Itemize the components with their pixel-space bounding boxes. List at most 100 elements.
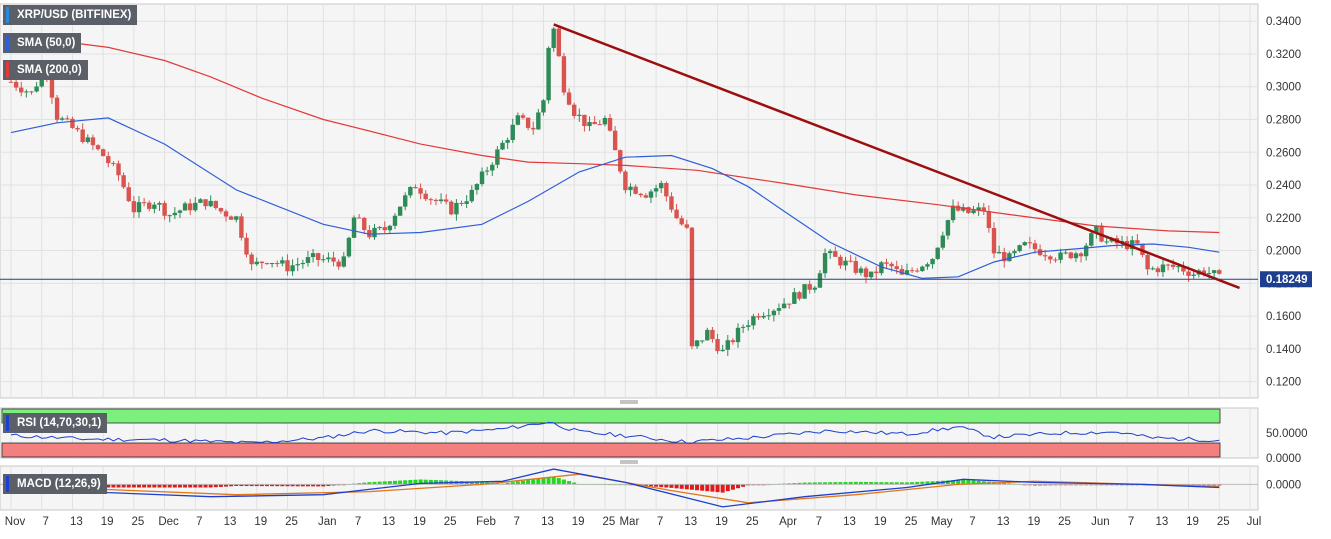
- macd-histogram-bar: [387, 481, 392, 485]
- candle-body: [797, 292, 802, 299]
- macd-histogram-bar: [945, 480, 950, 485]
- candle-body: [413, 186, 418, 189]
- candle: [100, 148, 106, 157]
- x-tick-label: 19: [254, 516, 267, 528]
- candle-body: [75, 127, 80, 130]
- x-tick-label: Apr: [779, 516, 797, 528]
- macd-histogram-bar: [264, 484, 269, 487]
- candle: [628, 183, 633, 197]
- candle: [147, 200, 152, 212]
- x-tick-label: 19: [413, 516, 426, 528]
- candle-body: [735, 327, 741, 343]
- candle: [305, 251, 311, 267]
- candle: [915, 268, 920, 273]
- macd-histogram-bar: [643, 484, 648, 486]
- candle-body: [280, 260, 285, 264]
- candle-body: [689, 227, 695, 347]
- candle-body: [966, 207, 971, 214]
- y-tick-label: 0.2000: [1266, 246, 1301, 258]
- candle-body: [387, 225, 393, 231]
- candle-body: [403, 195, 408, 207]
- candle-body: [674, 209, 679, 219]
- candle: [187, 198, 193, 215]
- macd-histogram-bar: [147, 484, 152, 488]
- candle: [500, 140, 505, 151]
- candle-body: [254, 261, 259, 265]
- x-tick-label: 25: [1217, 516, 1230, 528]
- candle-body: [1022, 242, 1027, 246]
- candle-body: [705, 329, 710, 341]
- rsi-tick-label: 0.0000: [1266, 453, 1301, 465]
- candle-body: [213, 200, 218, 209]
- macd-histogram-bar: [971, 480, 976, 485]
- candle: [310, 248, 316, 263]
- candle-body: [510, 124, 515, 140]
- macd-histogram-bar: [925, 481, 930, 485]
- macd-histogram-bar: [874, 482, 879, 485]
- sma50-label[interactable]: SMA (50,0): [3, 33, 82, 53]
- macd-histogram-bar: [884, 482, 889, 485]
- candle-body: [1145, 255, 1150, 270]
- candle-body: [525, 117, 531, 128]
- x-tick-label: 7: [1128, 516, 1134, 528]
- candle: [464, 195, 469, 209]
- x-tick-label: 13: [997, 516, 1010, 528]
- candle-body: [976, 207, 981, 211]
- candle-body: [377, 227, 382, 229]
- x-tick-label: 19: [1027, 516, 1040, 528]
- candles-layer: [8, 25, 1222, 356]
- candle: [264, 262, 270, 265]
- candle-body: [1171, 264, 1176, 267]
- macd-histogram-bar: [956, 480, 961, 485]
- candle-body: [218, 208, 224, 212]
- candle: [346, 236, 352, 258]
- candle: [669, 192, 674, 213]
- candle: [382, 221, 387, 234]
- macd-histogram-bar: [833, 482, 838, 485]
- candle: [566, 88, 572, 106]
- macd-histogram-bar: [413, 479, 418, 485]
- candle: [341, 252, 346, 268]
- candle: [853, 256, 858, 275]
- instrument-label[interactable]: XRP/USD (BITFINEX): [3, 5, 138, 25]
- candle-body: [889, 263, 894, 267]
- candle-body: [167, 215, 172, 217]
- candle-body: [807, 284, 812, 290]
- candle-body: [546, 47, 551, 101]
- candle-body: [874, 271, 879, 274]
- candle: [59, 116, 65, 121]
- macd-label[interactable]: MACD (12,26,9): [3, 474, 107, 494]
- candle-body: [428, 199, 434, 201]
- candle: [1089, 231, 1094, 247]
- candle-body: [259, 261, 265, 264]
- candle: [986, 205, 992, 233]
- candle: [623, 169, 628, 194]
- sma200-label[interactable]: SMA (200,0): [3, 60, 88, 80]
- candle-body: [1211, 270, 1217, 274]
- candle: [945, 219, 951, 240]
- macd-histogram-bar: [157, 484, 162, 488]
- candle: [362, 216, 367, 235]
- candle-body: [362, 217, 367, 230]
- candle-body: [904, 270, 910, 275]
- rsi-label[interactable]: RSI (14,70,30,1): [3, 413, 108, 433]
- panel-frame: [0, 3, 1259, 399]
- candle-body: [802, 284, 807, 299]
- candle-body: [1002, 252, 1007, 262]
- candle: [776, 303, 782, 315]
- candle-body: [249, 254, 254, 265]
- macd-histogram-bar: [1002, 482, 1007, 485]
- candle-body: [766, 315, 771, 317]
- candle-body: [1135, 240, 1140, 244]
- candle: [218, 207, 224, 214]
- macd-histogram-bar: [495, 483, 500, 485]
- x-tick-label: 19: [1186, 516, 1199, 528]
- macd-histogram-bar: [684, 484, 689, 490]
- macd-histogram-bar: [183, 484, 188, 488]
- candle-body: [817, 273, 823, 288]
- candle: [106, 151, 111, 168]
- candle: [1165, 263, 1171, 271]
- macd-tick-label: 0.0000: [1266, 479, 1301, 491]
- candle-body: [80, 129, 85, 143]
- candle-body: [479, 171, 485, 185]
